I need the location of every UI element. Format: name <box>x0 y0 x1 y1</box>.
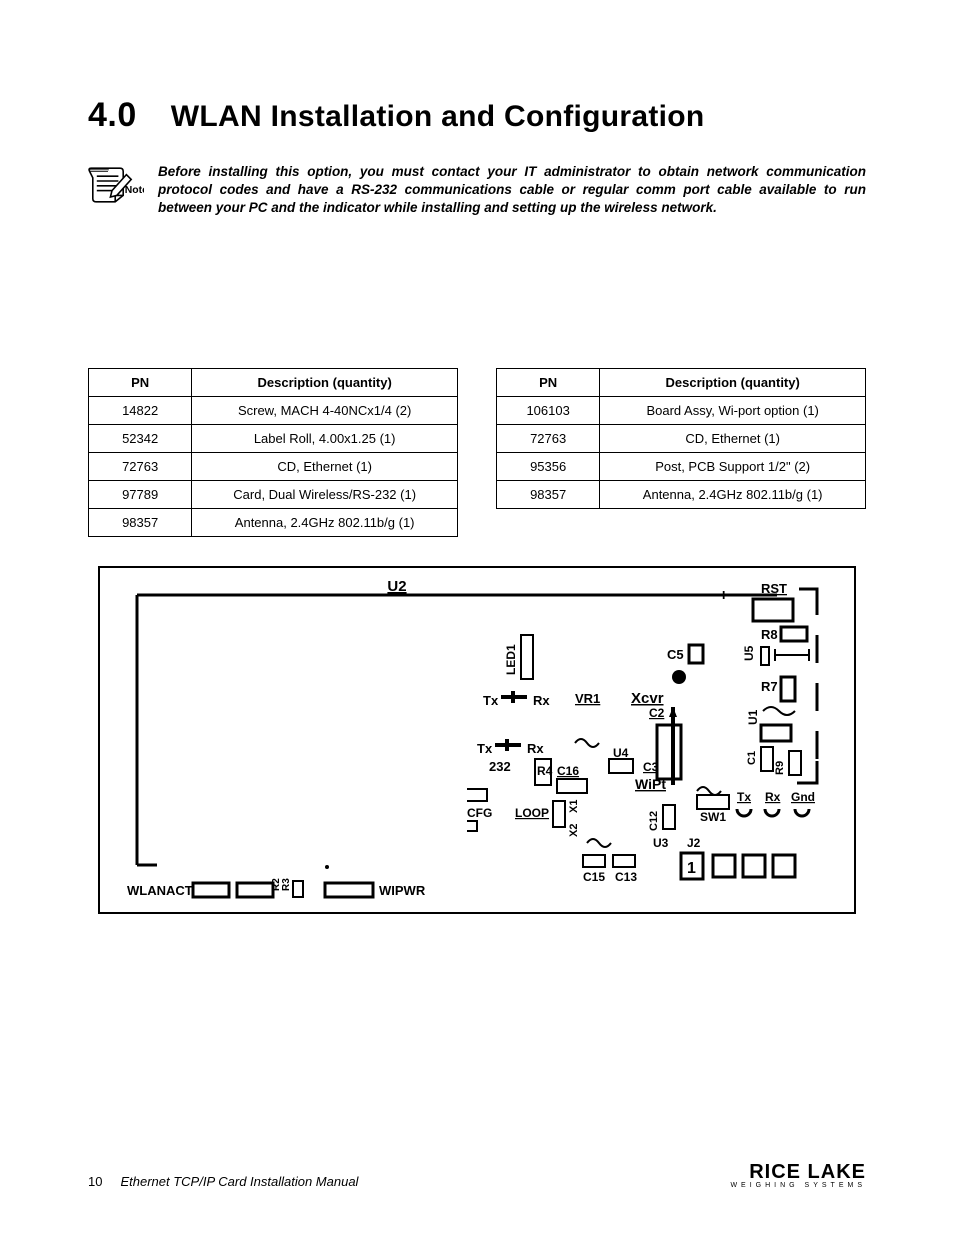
svg-text:U3: U3 <box>653 836 669 850</box>
footer-doc-title: Ethernet TCP/IP Card Installation Manual <box>120 1174 358 1189</box>
table-header: PN <box>89 368 192 396</box>
pcb-svg: U2 + RST R8 U5 R7 U1 <box>97 565 857 915</box>
page-footer: 10 Ethernet TCP/IP Card Installation Man… <box>88 1161 866 1189</box>
table-header: Description (quantity) <box>192 368 458 396</box>
svg-text:C15: C15 <box>583 870 605 884</box>
table-cell: 95356 <box>497 452 600 480</box>
note-icon: Note <box>88 163 144 207</box>
table-row: 52342Label Roll, 4.00x1.25 (1) <box>89 424 458 452</box>
footer-page-number: 10 <box>88 1174 102 1189</box>
svg-text:Tx: Tx <box>483 693 499 708</box>
table-cell: Post, PCB Support 1/2" (2) <box>600 452 866 480</box>
table-cell: Screw, MACH 4-40NCx1/4 (2) <box>192 396 458 424</box>
svg-text:U1: U1 <box>746 709 760 725</box>
table-cell: Card, Dual Wireless/RS-232 (1) <box>192 480 458 508</box>
parts-table-left: PNDescription (quantity)14822Screw, MACH… <box>88 368 458 537</box>
svg-text:Rx: Rx <box>533 693 550 708</box>
svg-text:VR1: VR1 <box>575 691 600 706</box>
table-row: 95356Post, PCB Support 1/2" (2) <box>497 452 866 480</box>
svg-text:+: + <box>719 587 728 604</box>
svg-text:SW1: SW1 <box>700 810 726 824</box>
svg-text:Rx: Rx <box>527 741 544 756</box>
svg-text:R7: R7 <box>761 679 778 694</box>
note-label: Note <box>125 185 144 196</box>
table-cell: 72763 <box>497 424 600 452</box>
table-cell: CD, Ethernet (1) <box>192 452 458 480</box>
svg-text:Tx: Tx <box>477 741 493 756</box>
section-heading: 4.0 WLAN Installation and Configuration <box>88 96 866 135</box>
svg-text:Xcvr: Xcvr <box>631 690 664 707</box>
document-page: 4.0 WLAN Installation and Configuration … <box>0 0 954 1235</box>
svg-text:LED1: LED1 <box>504 644 518 675</box>
svg-text:C16: C16 <box>557 764 579 778</box>
table-cell: Board Assy, Wi-port option (1) <box>600 396 866 424</box>
svg-text:R9: R9 <box>774 761 786 775</box>
table-header: Description (quantity) <box>600 368 866 396</box>
svg-text:U2: U2 <box>387 578 406 595</box>
svg-text:232: 232 <box>489 759 511 774</box>
svg-text:J2: J2 <box>687 836 701 850</box>
table-cell: Antenna, 2.4GHz 802.11b/g (1) <box>192 508 458 536</box>
table-row: 72763CD, Ethernet (1) <box>89 452 458 480</box>
svg-text:WLANACT: WLANACT <box>127 883 193 898</box>
table-header: PN <box>497 368 600 396</box>
svg-text:Rx: Rx <box>765 790 781 804</box>
svg-text:C2: C2 <box>649 706 665 720</box>
section-title: WLAN Installation and Configuration <box>171 100 705 134</box>
table-cell: 98357 <box>89 508 192 536</box>
table-cell: CD, Ethernet (1) <box>600 424 866 452</box>
brand-subtitle: WEIGHING SYSTEMS <box>730 1182 866 1189</box>
table-row: 98357Antenna, 2.4GHz 802.11b/g (1) <box>89 508 458 536</box>
table-cell: 106103 <box>497 396 600 424</box>
table-cell: Label Roll, 4.00x1.25 (1) <box>192 424 458 452</box>
footer-left: 10 Ethernet TCP/IP Card Installation Man… <box>88 1174 358 1189</box>
table-cell: Antenna, 2.4GHz 802.11b/g (1) <box>600 480 866 508</box>
pcb-diagram: U2 + RST R8 U5 R7 U1 <box>88 565 866 915</box>
note-text: Before installing this option, you must … <box>158 163 866 218</box>
svg-text:C12: C12 <box>648 810 660 830</box>
svg-text:WIPWR: WIPWR <box>379 883 426 898</box>
svg-text:CFG: CFG <box>467 806 492 820</box>
section-number: 4.0 <box>88 96 137 135</box>
svg-text:LOOP: LOOP <box>515 806 549 820</box>
table-cell: 97789 <box>89 480 192 508</box>
svg-text:U4: U4 <box>613 746 629 760</box>
table-cell: 72763 <box>89 452 192 480</box>
svg-text:Tx: Tx <box>737 790 751 804</box>
table-row: 106103Board Assy, Wi-port option (1) <box>497 396 866 424</box>
table-row: 97789Card, Dual Wireless/RS-232 (1) <box>89 480 458 508</box>
svg-text:R8: R8 <box>761 627 778 642</box>
svg-text:X2: X2 <box>568 823 580 836</box>
footer-logo: RICE LAKE WEIGHING SYSTEMS <box>730 1161 866 1189</box>
table-row: 98357Antenna, 2.4GHz 802.11b/g (1) <box>497 480 866 508</box>
brand-name: RICE LAKE <box>730 1161 866 1184</box>
table-row: 14822Screw, MACH 4-40NCx1/4 (2) <box>89 396 458 424</box>
table-cell: 14822 <box>89 396 192 424</box>
svg-text:C1: C1 <box>746 751 758 765</box>
svg-text:WiPt: WiPt <box>635 776 666 792</box>
parts-tables: PNDescription (quantity)14822Screw, MACH… <box>88 368 866 537</box>
svg-text:RST: RST <box>761 581 787 596</box>
table-cell: 52342 <box>89 424 192 452</box>
svg-text:U5: U5 <box>742 645 756 661</box>
svg-text:X1: X1 <box>568 799 580 812</box>
table-cell: 98357 <box>497 480 600 508</box>
svg-text:Gnd: Gnd <box>791 790 815 804</box>
svg-text:1: 1 <box>687 860 696 877</box>
parts-table-right: PNDescription (quantity)106103Board Assy… <box>496 368 866 537</box>
table-row: 72763CD, Ethernet (1) <box>497 424 866 452</box>
svg-text:C13: C13 <box>615 870 637 884</box>
svg-text:C5: C5 <box>667 647 684 662</box>
svg-text:R3: R3 <box>281 877 292 890</box>
note-callout: Note Before installing this option, you … <box>88 163 866 218</box>
